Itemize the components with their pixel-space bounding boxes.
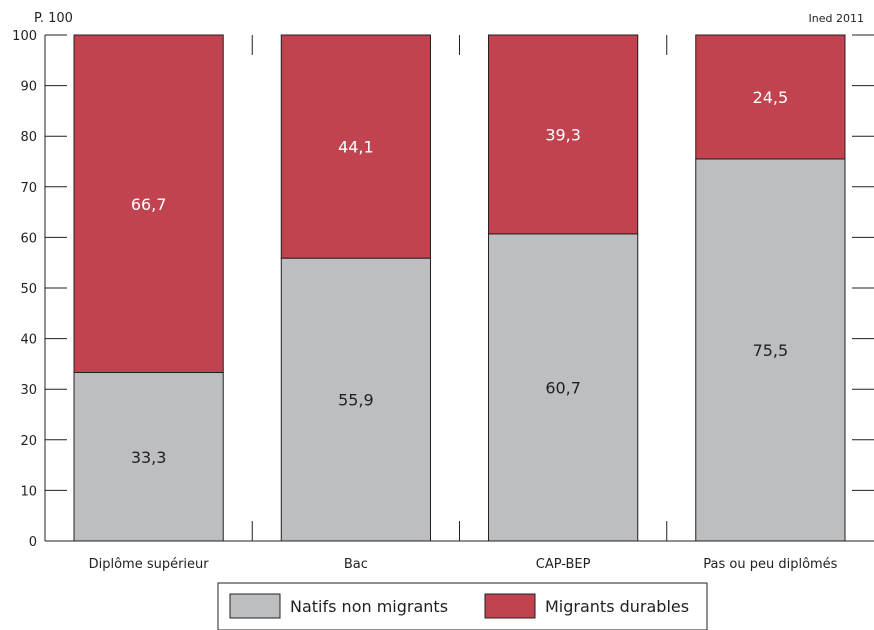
data-label-natifs: 60,7	[545, 378, 581, 397]
unit-label: P. 100	[34, 11, 73, 26]
y-tick-label: 0	[29, 535, 37, 550]
y-tick-label: 80	[20, 130, 37, 145]
y-tick-label: 70	[20, 181, 37, 196]
y-tick-label: 30	[20, 383, 37, 398]
legend-label-natifs: Natifs non migrants	[290, 597, 448, 616]
source-label: Ined 2011	[809, 12, 864, 25]
data-label-natifs: 55,9	[338, 391, 374, 410]
data-label-migrants: 66,7	[131, 195, 167, 214]
y-tick-label: 100	[12, 29, 37, 44]
plot-area: 0 10 20 30 40 50 60 70 80 90 100 33,3 66,7 Diplôme su…	[12, 29, 874, 572]
data-label-natifs: 75,5	[753, 341, 789, 360]
x-category-label: Diplôme supérieur	[89, 557, 210, 572]
x-category-label: CAP-BEP	[536, 557, 591, 572]
y-tick-label: 20	[20, 434, 37, 449]
x-category-label: Pas ou peu diplômés	[703, 557, 837, 572]
data-label-migrants: 39,3	[545, 125, 581, 144]
legend-swatch-migrants	[484, 593, 536, 619]
bar-migrants	[488, 34, 639, 235]
data-label-migrants: 44,1	[338, 138, 374, 157]
legend-box	[217, 582, 708, 630]
data-label-migrants: 24,5	[753, 88, 789, 107]
y-tick-label: 90	[20, 80, 37, 95]
bar-natifs	[488, 233, 639, 542]
bar-migrants	[73, 34, 224, 374]
y-tick-label: 10	[20, 484, 37, 499]
y-tick-label: 40	[20, 333, 37, 348]
y-tick-label: 60	[20, 231, 37, 246]
bar-migrants	[280, 34, 431, 259]
bar-migrants	[695, 34, 846, 160]
y-tick-label: 50	[20, 282, 37, 297]
legend-swatch-natifs	[229, 593, 281, 619]
bar-natifs	[695, 158, 846, 542]
x-category-label: Bac	[344, 557, 368, 572]
legend-label-migrants: Migrants durables	[545, 597, 689, 616]
bar-natifs	[73, 372, 224, 542]
bar-natifs	[280, 257, 431, 542]
legend: Natifs non migrants Migrants durables	[217, 582, 708, 630]
data-label-natifs: 33,3	[131, 448, 167, 467]
